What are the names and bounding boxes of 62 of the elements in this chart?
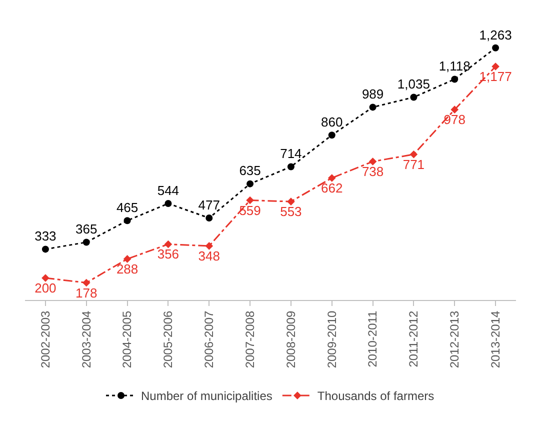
data-label: 1,035 [397,76,430,92]
data-label: 989 [362,86,384,102]
point [246,196,254,204]
point [328,132,336,139]
point [42,246,49,253]
data-label: 738 [362,164,384,180]
data-label: 365 [76,222,98,237]
x-tick-label: 2009-2010 [324,310,339,368]
data-label: 178 [76,285,98,300]
data-label: 465 [116,200,138,215]
data-label: 477 [198,197,220,212]
point [451,76,458,83]
data-label: 771 [402,156,425,172]
data-label: 714 [280,146,302,162]
data-label: 860 [321,114,343,130]
data-label: 200 [34,280,56,296]
x-tick-label: 2011-2012 [406,310,421,368]
point [492,44,500,52]
legend-label: Thousands of farmers [317,389,434,404]
point [164,240,172,248]
x-tick-label: 2012-2013 [448,310,462,368]
point [287,198,295,206]
data-label: 635 [239,163,261,178]
x-tick-label: 2004-2005 [120,310,134,368]
data-label: 1,118 [438,58,470,74]
point [42,274,50,282]
x-tick-label: 2013-2014 [488,310,502,368]
point [206,214,213,222]
x-tick-label: 2007-2008 [242,310,257,368]
x-tick-label: 2008-2009 [284,310,298,368]
point [410,150,418,158]
point [246,180,254,188]
data-label: 1,263 [479,27,512,42]
x-tick-label: 2003-2004 [79,310,94,368]
point [124,217,131,224]
data-label: 559 [239,202,261,218]
point [287,163,294,170]
data-label: 333 [34,228,56,244]
point [164,200,172,208]
data-label: 348 [198,248,220,264]
point [450,106,459,114]
point [368,158,377,166]
data-label: 553 [280,204,302,220]
point [82,278,90,287]
data-label: 978 [444,112,466,128]
point [205,242,214,250]
data-label: 1,177 [479,68,512,84]
data-label: 288 [116,261,138,276]
x-tick-label: 2005-2006 [161,310,176,368]
data-label: 356 [157,246,180,262]
point [410,94,418,101]
point [123,255,132,263]
x-tick-label: 2006-2007 [202,310,216,368]
point [82,238,90,246]
legend-label: Number of municipalities [141,389,272,404]
data-label: 544 [157,182,180,198]
data-label: 662 [321,180,343,196]
x-tick-label: 2010-2011 [366,310,380,368]
point [328,174,336,182]
point [492,62,500,70]
point [369,104,376,111]
x-tick-label: 2002-2003 [38,310,52,368]
